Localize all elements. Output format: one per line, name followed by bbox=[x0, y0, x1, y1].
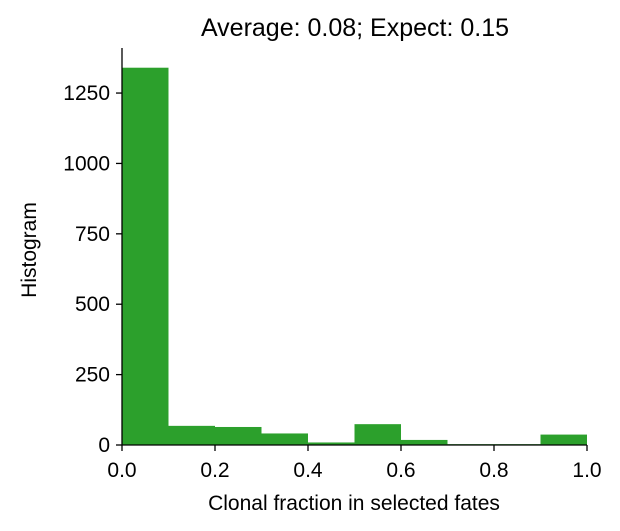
y-tick-label: 500 bbox=[75, 293, 110, 316]
x-axis-label: Clonal fraction in selected fates bbox=[208, 492, 500, 515]
x-ticks: 0.0 0.2 0.4 0.6 0.8 1.0 bbox=[107, 445, 602, 482]
y-axis-label: Histogram bbox=[18, 202, 41, 298]
bars bbox=[122, 67, 587, 445]
x-tick-label: 0.0 bbox=[107, 459, 136, 482]
y-tick-label: 1250 bbox=[63, 82, 110, 105]
y-ticks: 0 250 500 750 1000 1250 bbox=[63, 82, 122, 457]
chart-title: Average: 0.08; Expect: 0.15 bbox=[201, 14, 509, 42]
x-tick-label: 0.4 bbox=[293, 459, 323, 482]
x-tick-label: 0.2 bbox=[200, 459, 229, 482]
x-tick-label: 0.8 bbox=[479, 459, 508, 482]
y-tick-label: 1000 bbox=[63, 152, 110, 175]
histogram-bar bbox=[261, 433, 308, 445]
histogram-bar bbox=[122, 67, 169, 445]
y-tick-label: 0 bbox=[98, 434, 110, 457]
histogram-bar bbox=[215, 426, 262, 445]
x-tick-label: 0.6 bbox=[386, 459, 415, 482]
y-tick-label: 250 bbox=[75, 364, 110, 387]
histogram-bar bbox=[540, 434, 587, 445]
histogram-bar bbox=[401, 439, 448, 445]
y-tick-label: 750 bbox=[75, 223, 110, 246]
histogram-bar bbox=[308, 442, 355, 445]
x-tick-label: 1.0 bbox=[572, 459, 601, 482]
histogram-bar bbox=[168, 425, 215, 445]
histogram-bar bbox=[354, 424, 401, 445]
